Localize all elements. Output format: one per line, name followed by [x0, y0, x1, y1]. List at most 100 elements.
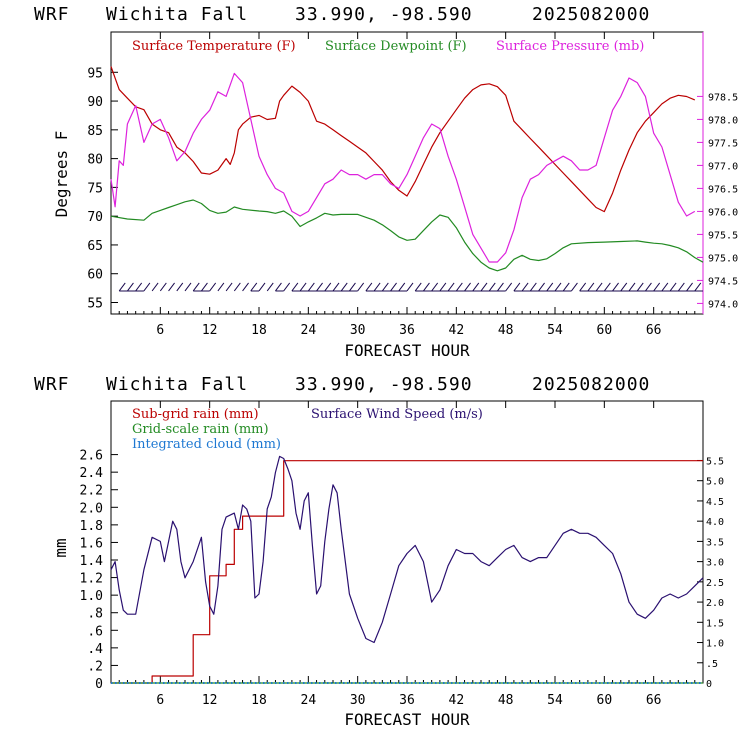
y2-tick-label: 975.0 — [708, 253, 738, 264]
wind-barb — [176, 282, 184, 292]
wind-barb — [661, 282, 669, 292]
panel1-xlabel: FORECAST HOUR — [344, 341, 470, 360]
y-tick-label: 60 — [87, 268, 103, 283]
x-tick-label: 12 — [202, 693, 218, 708]
wind-barb — [562, 282, 570, 292]
wind-barb — [669, 282, 677, 292]
legend-gridscale-rain: Grid-scale rain (mm) — [132, 422, 269, 437]
wind-barb — [603, 282, 611, 292]
panel2-model: WRF — [34, 374, 70, 395]
legend-wind-speed: Surface Wind Speed (m/s) — [311, 407, 483, 422]
x-tick-label: 66 — [646, 693, 662, 708]
wind-barb — [423, 282, 430, 292]
wind-barb — [242, 282, 249, 292]
panel2-init: 2025082000 — [532, 374, 650, 395]
wind-barb — [636, 282, 644, 292]
wind-barb — [480, 282, 488, 292]
x-tick-label: 54 — [547, 693, 563, 708]
y-tick-label: 1.4 — [80, 554, 104, 569]
wind-barb — [538, 282, 545, 292]
wind-barb — [546, 282, 554, 292]
x-tick-label: 24 — [301, 693, 317, 708]
y2-tick-label: 976.5 — [708, 184, 738, 195]
wind-barb — [554, 282, 562, 292]
temperature-panel: WRF Wichita Fall 33.990, -98.590 2025082… — [34, 4, 738, 360]
wind-barb — [159, 282, 167, 292]
wind-barb — [275, 282, 282, 292]
y-tick-label: 1.6 — [80, 536, 103, 551]
series-surface-dewpoint-f — [110, 199, 704, 272]
wind-barb — [225, 282, 233, 292]
x-tick-label: 6 — [156, 323, 164, 338]
y-tick-label: 70 — [87, 210, 103, 225]
x-tick-label: 24 — [301, 323, 317, 338]
wind-barb — [571, 282, 578, 292]
legend-pressure: Surface Pressure (mb) — [496, 39, 644, 54]
wind-barb — [653, 282, 661, 292]
wind-barb — [357, 282, 365, 292]
wind-barb — [521, 282, 529, 292]
x-tick-label: 36 — [399, 323, 415, 338]
wind-barb — [307, 282, 315, 292]
wind-barb — [497, 282, 504, 292]
wind-barb — [529, 282, 537, 292]
x-tick-label: 12 — [202, 323, 218, 338]
x-tick-label: 60 — [597, 693, 613, 708]
wind-barb — [464, 282, 471, 292]
wind-barb — [373, 282, 381, 292]
wind-barb — [233, 282, 241, 292]
wind-barb — [694, 282, 702, 292]
y-tick-label: 85 — [87, 124, 103, 139]
wind-barb — [414, 282, 422, 292]
x-tick-label: 36 — [399, 693, 415, 708]
wind-barb — [258, 282, 266, 292]
panel1-coords: 33.990, -98.590 — [295, 4, 473, 25]
x-tick-label: 18 — [251, 323, 267, 338]
wind-barb — [118, 282, 126, 292]
x-tick-label: 60 — [597, 323, 613, 338]
wind-barb — [151, 282, 159, 292]
x-tick-label: 30 — [350, 693, 366, 708]
legend-subgrid-rain: Sub-grid rain (mm) — [132, 407, 259, 422]
y2-tick-label: 2.5 — [706, 578, 724, 589]
wind-barb — [250, 282, 258, 292]
panel1-init: 2025082000 — [532, 4, 650, 25]
wind-barb — [686, 282, 693, 292]
wind-barb — [488, 282, 496, 292]
y2-tick-label: 975.5 — [708, 230, 738, 241]
wind-barb — [505, 282, 513, 292]
y-tick-label: 95 — [87, 66, 103, 81]
wind-barb — [472, 282, 480, 292]
precip-panel: WRF Wichita Fall 33.990, -98.590 2025082… — [34, 374, 724, 729]
wind-barb — [620, 282, 628, 292]
wind-barb — [299, 282, 307, 292]
panel1-ylabel: Degrees F — [52, 131, 71, 218]
y2-tick-label: 978.0 — [708, 115, 738, 126]
wind-barb — [587, 282, 595, 292]
wind-barb — [365, 282, 373, 292]
y2-tick-label: 1.5 — [706, 618, 724, 629]
y-tick-label: 0 — [95, 677, 103, 692]
y-tick-label: .2 — [87, 659, 103, 674]
wind-barb — [439, 282, 447, 292]
panel1-model: WRF — [34, 4, 70, 25]
wind-barb — [168, 282, 175, 292]
x-tick-label: 66 — [646, 323, 662, 338]
y2-tick-label: 978.5 — [708, 92, 738, 103]
y-tick-label: 2.0 — [80, 501, 103, 516]
legend-dewpoint: Surface Dewpoint (F) — [325, 39, 467, 54]
wind-barb — [324, 282, 332, 292]
legend-temperature: Surface Temperature (F) — [132, 39, 296, 54]
y2-tick-label: 976.0 — [708, 207, 738, 218]
wind-barb — [390, 282, 397, 292]
wind-barb — [645, 282, 652, 292]
x-tick-label: 42 — [449, 323, 465, 338]
x-tick-label: 54 — [547, 323, 563, 338]
y2-tick-label: 5.5 — [706, 456, 724, 467]
wind-barb — [332, 282, 340, 292]
wind-barbs — [118, 282, 703, 292]
wind-barb — [677, 282, 685, 292]
wind-barb — [316, 282, 323, 292]
wind-barb — [455, 282, 463, 292]
